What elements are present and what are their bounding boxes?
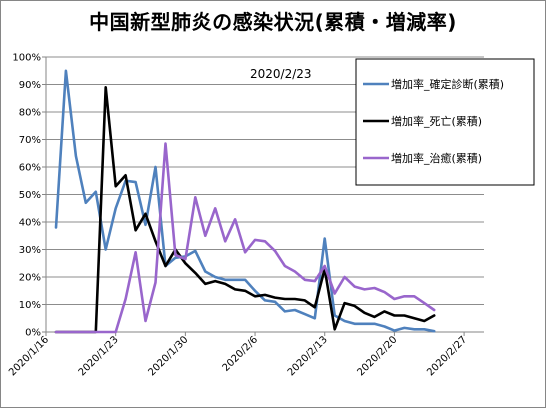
x-tick-label: 2020/2/20 <box>355 334 399 378</box>
legend-label: 増加率_治癒(累積) <box>391 151 482 165</box>
x-tick-label: 2020/1/30 <box>146 334 190 378</box>
x-tick-label: 2020/2/13 <box>286 334 330 378</box>
y-tick-label: 100% <box>12 53 41 64</box>
x-tick-label: 2020/1/16 <box>7 334 51 378</box>
legend: 増加率_確定診断(累積) 増加率_死亡(累積) 増加率_治癒(累積) <box>355 58 535 186</box>
x-tick-label: 2020/1/23 <box>77 334 121 378</box>
axes <box>45 57 484 336</box>
y-tick-label: 20% <box>19 273 41 284</box>
x-tick-label: 2020/2/6 <box>221 334 261 374</box>
legend-label: 増加率_確定診断(累積) <box>391 77 504 91</box>
series-line-2 <box>54 86 436 334</box>
x-axis-tick-labels: 2020/1/16 2020/1/23 2020/1/30 2020/2/6 2020/… <box>7 334 469 378</box>
y-tick-label: 80% <box>19 108 41 119</box>
date-annotation: 2020/2/23 <box>250 67 312 81</box>
legend-label: 増加率_死亡(累積) <box>391 114 482 128</box>
series-line-1 <box>54 69 436 333</box>
y-axis-tick-labels: 0% 10% 20% 30% 40% 50% 60% 70% 80% 90% 100% <box>12 53 41 339</box>
y-tick-label: 40% <box>19 218 41 229</box>
y-tick-label: 50% <box>19 190 41 201</box>
chart-title: 中国新型肺炎の感染状況(累積・増減率) <box>89 10 457 34</box>
series-line-3 <box>54 142 436 334</box>
y-tick-label: 30% <box>19 245 41 256</box>
y-tick-label: 0% <box>25 328 41 339</box>
y-tick-label: 10% <box>19 300 41 311</box>
series-lines <box>54 69 436 334</box>
y-tick-label: 90% <box>19 80 41 91</box>
y-tick-label: 70% <box>19 135 41 146</box>
y-tick-label: 60% <box>19 163 41 174</box>
x-tick-label: 2020/2/27 <box>425 334 469 378</box>
